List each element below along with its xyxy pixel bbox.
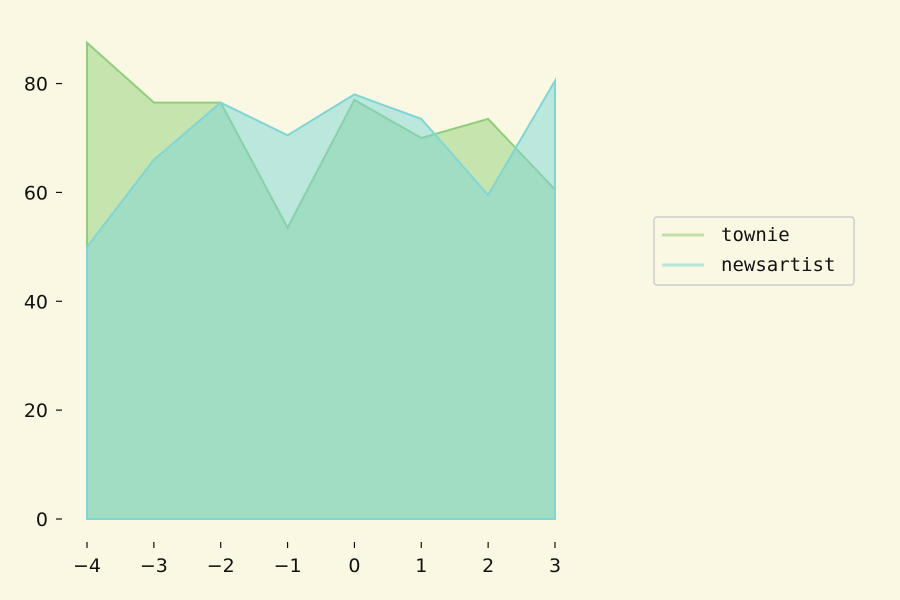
y-tick-label-20: 20 xyxy=(24,400,48,422)
legend-label-townie: townie xyxy=(721,224,790,246)
x-axis: −4 −3 −2 −1 0 1 2 3 xyxy=(73,542,561,577)
y-axis: 0 20 40 60 80 xyxy=(24,74,62,531)
y-tick-label-0: 0 xyxy=(36,509,48,531)
x-tick-label-3: −1 xyxy=(274,555,302,577)
x-tick-label-5: 1 xyxy=(415,555,427,577)
y-tick-label-80: 80 xyxy=(24,74,48,96)
x-tick-label-7: 3 xyxy=(549,555,561,577)
x-tick-label-4: 0 xyxy=(348,555,360,577)
y-tick-label-60: 60 xyxy=(24,182,48,204)
plot-area xyxy=(86,40,556,520)
x-tick-label-6: 2 xyxy=(482,555,494,577)
legend: townie newsartist xyxy=(653,216,855,286)
x-tick-label-2: −2 xyxy=(207,555,235,577)
y-tick-label-40: 40 xyxy=(24,291,48,313)
x-tick-label-0: −4 xyxy=(73,555,101,577)
x-tick-label-1: −3 xyxy=(140,555,168,577)
legend-label-newsartist: newsartist xyxy=(721,254,835,276)
